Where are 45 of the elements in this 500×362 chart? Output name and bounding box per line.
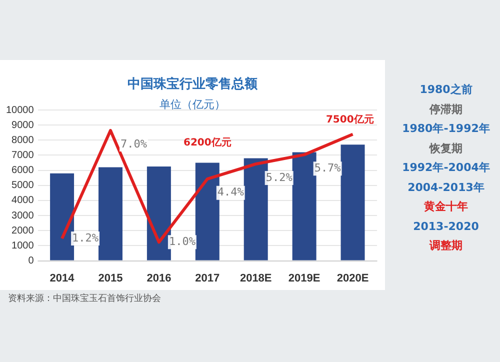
text: 调整期 (428, 238, 464, 254)
y-tick-label: 0 (28, 256, 34, 267)
chart-title: 中国珠宝行业零售总额 (126, 76, 258, 93)
y-tick-label: 4000 (12, 195, 34, 206)
y-tick-label: 8000 (12, 134, 34, 146)
bar (50, 173, 74, 260)
bar (195, 162, 220, 260)
y-tick-label: 6000 (12, 165, 34, 176)
text: 恢复期 (428, 140, 464, 156)
data-label: 1.2% (72, 231, 99, 244)
y-tick-label: 9000 (12, 120, 34, 131)
x-tick-label: 2020E (336, 272, 369, 284)
x-tick-label: 2019E (288, 272, 320, 284)
bar (146, 166, 171, 260)
x-tick-label: 2018E (240, 272, 272, 284)
bar (98, 167, 122, 260)
y-tick-label: 5000 (12, 180, 34, 192)
x-tick-label: 2016 (146, 272, 172, 284)
text: 黄金十年 (423, 199, 469, 215)
y-tick-label: 7000 (12, 150, 34, 161)
text: 2004-2013年 (406, 180, 486, 196)
data-label: 5.2% (266, 170, 293, 184)
y-tick-label: 2000 (12, 225, 34, 236)
data-label: 1.0% (168, 235, 196, 248)
x-tick-label: 2014 (50, 272, 76, 284)
text: 2013-2020 (412, 218, 480, 234)
text: 1980之前 (418, 82, 474, 98)
x-tick-label: 2015 (98, 272, 123, 284)
text: 资料来源：中国珠宝玉石首饰行业协会 (8, 292, 161, 305)
annotation: 6200亿元 (183, 136, 232, 148)
data-label: 5.7% (314, 162, 342, 175)
y-tick-label: 1000 (12, 240, 34, 252)
annotation: 7500亿元 (326, 114, 374, 126)
chart-subtitle: 单位（亿元） (160, 98, 226, 111)
text: 停滞期 (428, 102, 464, 118)
y-tick-label: 10000 (6, 104, 34, 116)
x-tick-label: 2017 (195, 272, 220, 284)
text: 1980年-1992年 (401, 121, 491, 137)
text: 1992年-2004年 (401, 160, 491, 176)
bar (340, 144, 365, 260)
y-tick-label: 3000 (12, 210, 34, 222)
data-label: 7.0% (120, 137, 148, 150)
bar (244, 158, 268, 260)
bar (292, 152, 316, 260)
data-label: 4.4% (217, 186, 244, 199)
